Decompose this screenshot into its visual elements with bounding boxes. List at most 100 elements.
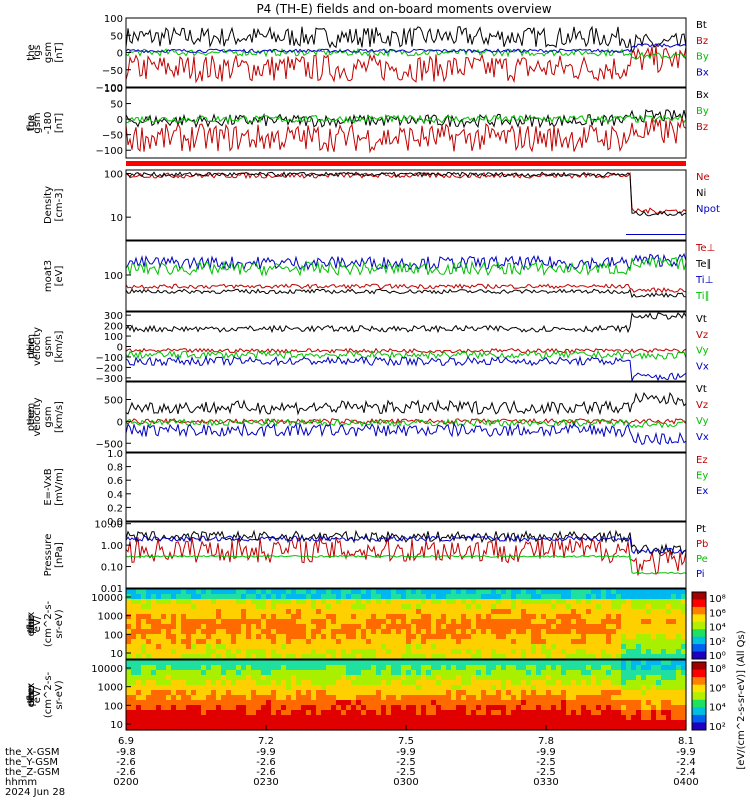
spectrogram-cell xyxy=(446,680,452,686)
spectrogram-cell xyxy=(356,715,362,721)
spectrogram-cell xyxy=(271,644,277,650)
spectrogram-cell xyxy=(251,609,257,615)
spectrogram-cell xyxy=(506,644,512,650)
spectrogram-cell xyxy=(626,609,632,615)
spectrogram-cell xyxy=(256,634,262,640)
spectrogram-cell xyxy=(446,690,452,696)
colorbar-tick: 10⁸ xyxy=(709,594,726,605)
spectrogram-cell xyxy=(251,715,257,721)
spectrogram-cell xyxy=(411,594,417,600)
spectrogram-cell xyxy=(466,649,472,655)
spectrogram-cell xyxy=(236,695,242,701)
spectrogram-cell xyxy=(366,700,372,706)
spectrogram-cell xyxy=(456,725,462,731)
spectrogram-cell xyxy=(551,685,557,691)
spectrogram-cell xyxy=(636,725,642,731)
spectrogram-cell xyxy=(451,670,457,676)
spectrogram-cell xyxy=(391,675,397,681)
ephem-label: the_Y-GSM xyxy=(5,757,58,768)
spectrogram-cell xyxy=(416,665,422,671)
spectrogram-cell xyxy=(681,715,687,721)
spectrogram-cell xyxy=(341,665,347,671)
spectrogram-cell xyxy=(466,705,472,711)
spectrogram-cell xyxy=(646,639,652,645)
spectrogram-cell xyxy=(386,629,392,635)
spectrogram-cell xyxy=(211,639,217,645)
spectrogram-cell xyxy=(371,690,377,696)
spectrogram-cell xyxy=(536,700,542,706)
spectrogram-cell xyxy=(301,644,307,650)
spectrogram-cell xyxy=(616,705,622,711)
spectrogram-cell xyxy=(401,599,407,605)
spectrogram-cell xyxy=(581,665,587,671)
spectrogram-cell xyxy=(341,619,347,625)
spectrogram-cell xyxy=(231,695,237,701)
spectrogram-cell xyxy=(241,710,247,716)
spectrogram-cell xyxy=(156,649,162,655)
spectrogram-cell xyxy=(241,700,247,706)
spectrogram-cell xyxy=(506,725,512,731)
spectrogram-cell xyxy=(291,619,297,625)
spectrogram-cell xyxy=(561,720,567,726)
spectrogram-cell xyxy=(211,700,217,706)
spectrogram-cell xyxy=(301,725,307,731)
spectrogram-cell xyxy=(466,710,472,716)
spectrogram-cell xyxy=(126,705,132,711)
spectrogram-cell xyxy=(296,690,302,696)
spectrogram-cell xyxy=(206,644,212,650)
spectrogram-cell xyxy=(301,594,307,600)
legend-entry: Vx xyxy=(696,432,709,443)
spectrogram-cell xyxy=(236,589,242,595)
spectrogram-cell xyxy=(146,670,152,676)
spectrogram-cell xyxy=(366,725,372,731)
spectrogram-cell xyxy=(446,675,452,681)
spectrogram-cell xyxy=(271,649,277,655)
spectrogram-cell xyxy=(196,629,202,635)
panel-frame xyxy=(125,521,687,589)
spectrogram-cell xyxy=(146,690,152,696)
spectrogram-cell xyxy=(341,594,347,600)
spectrogram-cell xyxy=(611,720,617,726)
spectrogram-cell xyxy=(376,675,382,681)
spectrogram-cell xyxy=(351,649,357,655)
spectrogram-cell xyxy=(161,660,167,666)
spectrogram-cell xyxy=(246,665,252,671)
spectrogram-cell xyxy=(516,589,522,595)
spectrogram-cell xyxy=(621,594,627,600)
spectrogram-cell xyxy=(321,624,327,630)
spectrogram-cell xyxy=(476,715,482,721)
spectrogram-cell xyxy=(636,614,642,620)
spectrogram-cell xyxy=(316,685,322,691)
spectrogram-cell xyxy=(296,634,302,640)
spectrogram-cell xyxy=(176,654,182,660)
spectrogram-cell xyxy=(136,644,142,650)
panel-ylabel: [eV] xyxy=(54,266,65,287)
spectrogram-cell xyxy=(166,634,172,640)
spectrogram-cell xyxy=(646,720,652,726)
spectrogram-cell xyxy=(516,700,522,706)
spectrogram-cell xyxy=(196,604,202,610)
spectrogram-cell xyxy=(341,589,347,595)
ephem-xgsm: -9.9 xyxy=(396,747,416,758)
spectrogram-cell xyxy=(256,675,262,681)
spectrogram-cell xyxy=(456,604,462,610)
spectrogram-cell xyxy=(181,700,187,706)
spectrogram-cell xyxy=(676,670,682,676)
spectrogram-cell xyxy=(201,685,207,691)
spectrogram-cell xyxy=(376,634,382,640)
spectrogram-cell xyxy=(411,654,417,660)
spectrogram-cell xyxy=(546,649,552,655)
spectrogram-cell xyxy=(216,670,222,676)
spectrogram-cell xyxy=(681,660,687,666)
spectrogram-cell xyxy=(406,695,412,701)
spectrogram-cell xyxy=(486,675,492,681)
spectrogram-cell xyxy=(236,715,242,721)
spectrogram-cell xyxy=(276,660,282,666)
spectrogram-cell xyxy=(231,619,237,625)
spectrogram-cell xyxy=(496,710,502,716)
spectrogram-cell xyxy=(606,589,612,595)
spectrogram-cell xyxy=(541,589,547,595)
spectrogram-cell xyxy=(576,604,582,610)
spectrogram-cell xyxy=(536,589,542,595)
spectrogram-cell xyxy=(341,639,347,645)
